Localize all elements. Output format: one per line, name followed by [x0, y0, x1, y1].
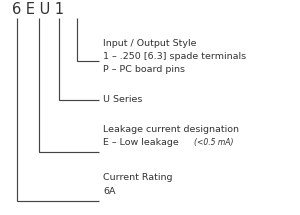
Text: Current Rating: Current Rating [103, 173, 173, 182]
Text: P – PC board pins: P – PC board pins [103, 65, 185, 74]
Text: Leakage current designation: Leakage current designation [103, 124, 239, 134]
Text: 6A: 6A [103, 187, 116, 196]
Text: (<0.5 mA): (<0.5 mA) [194, 138, 233, 147]
Text: U Series: U Series [103, 95, 143, 104]
Text: 6 E U 1: 6 E U 1 [12, 2, 64, 17]
Text: 1 – .250 [6.3] spade terminals: 1 – .250 [6.3] spade terminals [103, 52, 247, 61]
Text: E – Low leakage: E – Low leakage [103, 138, 182, 147]
Text: Input / Output Style: Input / Output Style [103, 38, 197, 48]
